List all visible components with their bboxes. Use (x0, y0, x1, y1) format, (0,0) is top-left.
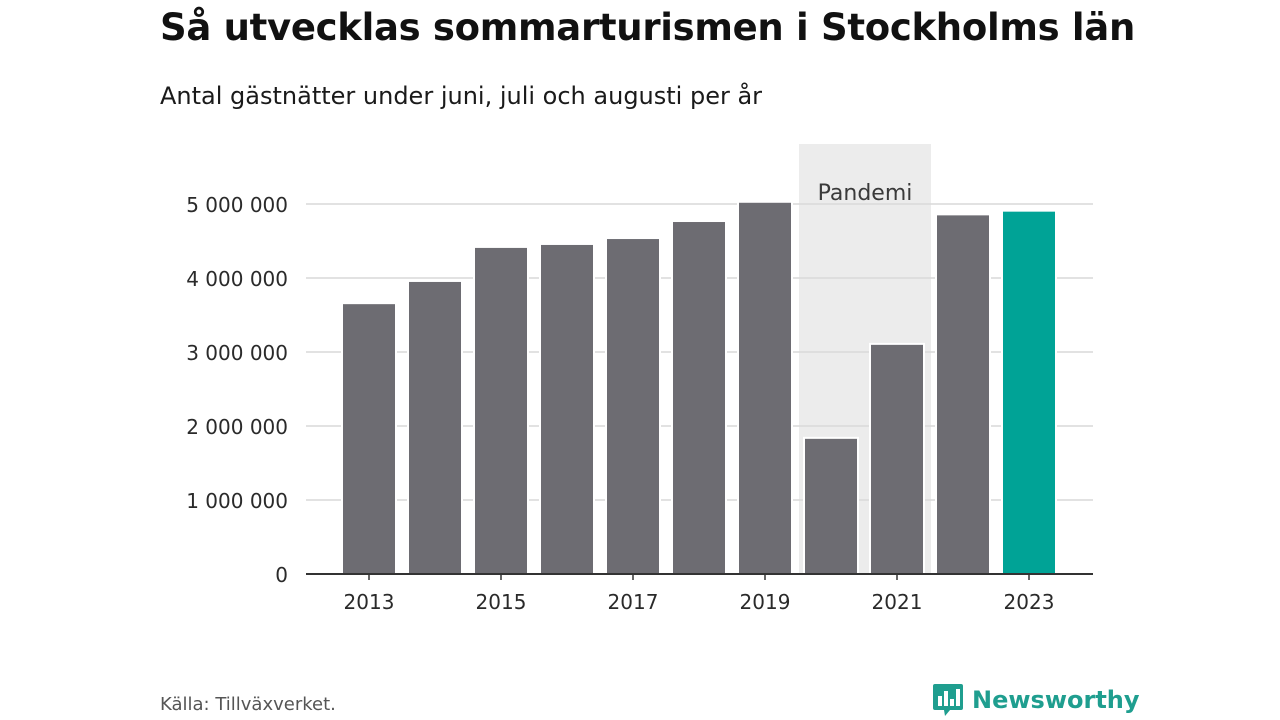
bar-2013[interactable] (341, 302, 397, 575)
x-tick-label: 2019 (740, 590, 791, 614)
bar-chart: 0 1 000 000 2 000 000 3 000 000 4 000 000 5 0… (186, 144, 1093, 614)
bar-2023[interactable] (1001, 209, 1057, 575)
bar-2022[interactable] (935, 213, 991, 576)
chart-title: Så utvecklas sommarturismen i Stockholms… (160, 6, 1135, 49)
y-tick-label: 4 000 000 (186, 267, 288, 291)
bar-2017[interactable] (605, 237, 661, 575)
bar-2018[interactable] (671, 220, 727, 576)
newsworthy-logo-icon (933, 684, 963, 716)
bar-2021[interactable] (869, 342, 925, 575)
pandemic-annotation: Pandemi (818, 181, 913, 206)
bar-2020[interactable] (803, 436, 859, 575)
source-note: Källa: Tillväxverket. (160, 694, 336, 715)
chart-subtitle: Antal gästnätter under juni, juli och au… (160, 82, 763, 110)
brand-logo[interactable]: Newsworthy (932, 682, 1140, 718)
bar-2014[interactable] (407, 279, 463, 575)
y-tick-label: 5 000 000 (186, 193, 288, 217)
brand-name: Newsworthy (972, 686, 1140, 714)
x-tick-label: 2017 (608, 590, 659, 614)
bar-2016[interactable] (539, 242, 595, 576)
y-tick-label: 3 000 000 (186, 341, 288, 365)
y-tick-label: 1 000 000 (186, 489, 288, 513)
bar-2019[interactable] (737, 200, 793, 575)
x-tick-label: 2013 (344, 590, 395, 614)
y-tick-label: 2 000 000 (186, 415, 288, 439)
y-tick-label: 0 (275, 563, 288, 587)
x-tick-label: 2023 (1004, 590, 1055, 614)
x-tick-label: 2021 (872, 590, 923, 614)
bar-2015[interactable] (473, 245, 529, 575)
x-tick-label: 2015 (476, 590, 527, 614)
